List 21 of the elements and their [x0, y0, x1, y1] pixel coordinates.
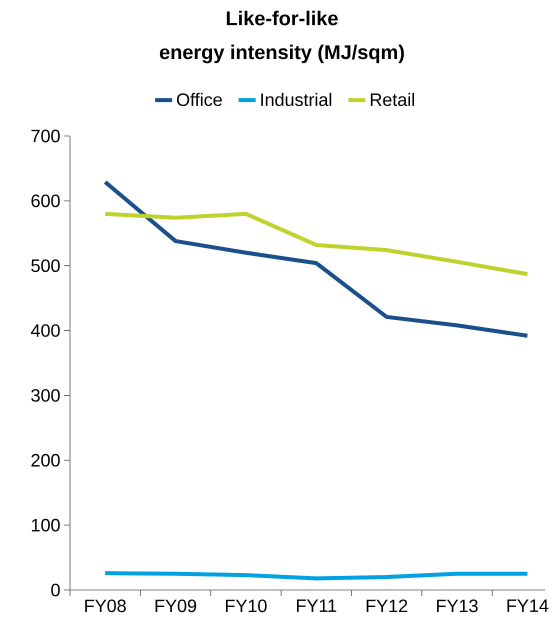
- y-tick-label: 600: [31, 194, 60, 208]
- x-tick-label: FY10: [226, 600, 267, 612]
- x-tick-label: FY13: [437, 600, 478, 612]
- x-tick-label: FY12: [366, 600, 408, 612]
- y-tick-label: 700: [31, 130, 60, 142]
- chart-title: Like-for-like energy intensity (MJ/sqm): [160, 10, 404, 64]
- y-tick-label: 0: [51, 584, 60, 596]
- y-tick-label: 500: [31, 259, 60, 272]
- line-series: [103, 180, 530, 338]
- line-series: [103, 212, 530, 276]
- y-tick-label: 300: [31, 389, 60, 402]
- y-tick-label: 400: [30, 324, 60, 337]
- y-tick-label: 100: [32, 518, 60, 532]
- y-tick-label: 200: [31, 454, 60, 467]
- x-tick-label: FY11: [297, 600, 336, 612]
- x-tick-label: FY14: [507, 600, 548, 612]
- x-tick-label: FY08: [85, 600, 126, 612]
- x-tick-label: FY09: [156, 600, 196, 612]
- legend-label: Retail: [370, 92, 414, 106]
- legend-label: Office: [176, 92, 222, 106]
- legend-label: Industrial: [261, 92, 332, 106]
